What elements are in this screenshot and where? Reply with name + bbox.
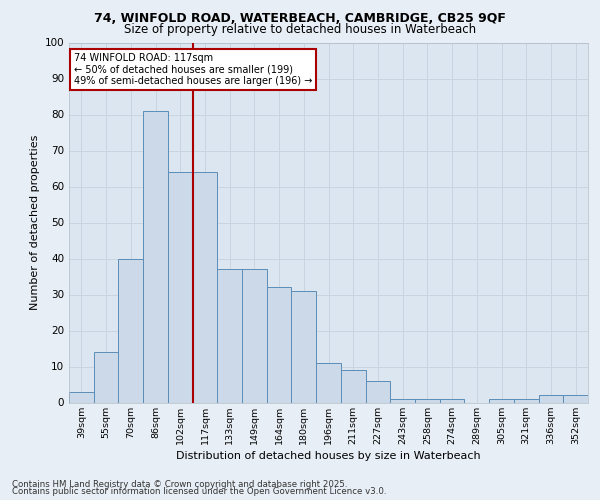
Bar: [94, 352, 118, 403]
Bar: [292, 291, 316, 403]
Bar: [539, 396, 563, 402]
Bar: [489, 399, 514, 402]
Bar: [514, 399, 539, 402]
Bar: [168, 172, 193, 402]
Bar: [563, 396, 588, 402]
Bar: [242, 270, 267, 402]
Text: Size of property relative to detached houses in Waterbeach: Size of property relative to detached ho…: [124, 22, 476, 36]
Bar: [415, 399, 440, 402]
Y-axis label: Number of detached properties: Number of detached properties: [31, 135, 40, 310]
Text: Contains public sector information licensed under the Open Government Licence v3: Contains public sector information licen…: [12, 488, 386, 496]
Bar: [193, 172, 217, 402]
Bar: [69, 392, 94, 402]
X-axis label: Distribution of detached houses by size in Waterbeach: Distribution of detached houses by size …: [176, 450, 481, 460]
Bar: [118, 258, 143, 402]
Text: 74 WINFOLD ROAD: 117sqm
← 50% of detached houses are smaller (199)
49% of semi-d: 74 WINFOLD ROAD: 117sqm ← 50% of detache…: [74, 54, 313, 86]
Bar: [217, 270, 242, 402]
Text: Contains HM Land Registry data © Crown copyright and database right 2025.: Contains HM Land Registry data © Crown c…: [12, 480, 347, 489]
Bar: [267, 288, 292, 403]
Text: 74, WINFOLD ROAD, WATERBEACH, CAMBRIDGE, CB25 9QF: 74, WINFOLD ROAD, WATERBEACH, CAMBRIDGE,…: [94, 12, 506, 26]
Bar: [341, 370, 365, 402]
Bar: [390, 399, 415, 402]
Bar: [365, 381, 390, 402]
Bar: [440, 399, 464, 402]
Bar: [316, 363, 341, 403]
Bar: [143, 111, 168, 403]
